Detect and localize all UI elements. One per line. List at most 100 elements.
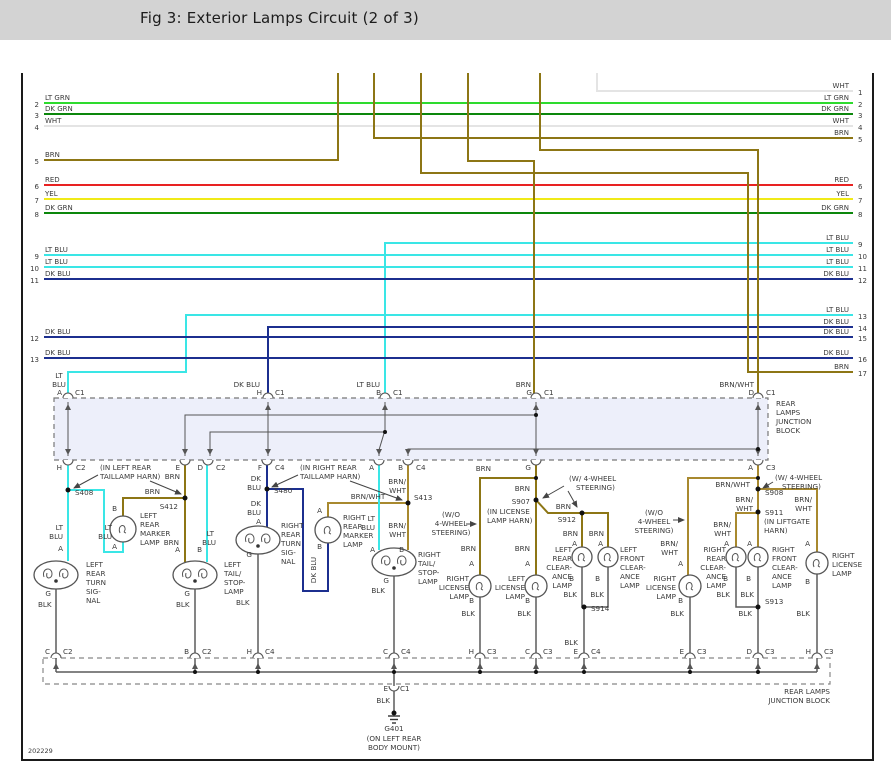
label: BRN/ bbox=[735, 495, 753, 504]
connector-icon bbox=[202, 459, 214, 466]
wire-color-label: YEL bbox=[835, 190, 849, 198]
label: LAMP bbox=[140, 538, 160, 547]
label: A bbox=[112, 542, 117, 551]
connector-icon bbox=[530, 392, 542, 399]
wire-color-label: LT BLU bbox=[45, 258, 68, 266]
label: B bbox=[399, 545, 404, 554]
label: G bbox=[526, 388, 532, 397]
splice-dot bbox=[756, 670, 760, 674]
label: H bbox=[806, 647, 811, 656]
splice-dot bbox=[755, 509, 761, 515]
bulb-filament-icon bbox=[42, 568, 53, 579]
label: BRN bbox=[515, 484, 530, 493]
label: REAR bbox=[707, 554, 726, 563]
label: C3 bbox=[543, 647, 553, 656]
pin-number: 11 bbox=[858, 265, 867, 273]
label: A bbox=[256, 517, 261, 526]
pin-number: 10 bbox=[858, 253, 867, 261]
label: BRN/ bbox=[388, 521, 406, 530]
label: STEERING) bbox=[782, 482, 821, 491]
label: C2 bbox=[76, 463, 86, 472]
label: BRN bbox=[556, 502, 571, 511]
label: FRONT bbox=[620, 554, 645, 563]
wire-color-label: RED bbox=[45, 176, 60, 184]
label: BRN/WHT bbox=[351, 492, 386, 501]
label: A bbox=[369, 463, 374, 472]
label: DK bbox=[251, 499, 262, 508]
splice-dot bbox=[581, 604, 587, 610]
label: STOP- bbox=[224, 578, 246, 587]
arrowhead-icon bbox=[533, 404, 539, 410]
connector-icon bbox=[474, 652, 486, 659]
label: CLEAR- bbox=[700, 563, 726, 572]
wire-color-label: LT BLU bbox=[826, 258, 849, 266]
label: LEFT bbox=[508, 574, 526, 583]
label: C bbox=[525, 647, 530, 656]
label: (ON LEFT REAR bbox=[367, 734, 422, 743]
label: (W/ 4-WHEEL bbox=[569, 474, 616, 483]
label: LAMP bbox=[832, 569, 852, 578]
wire-color-label: RED bbox=[834, 176, 849, 184]
bulb-filament-icon bbox=[118, 525, 127, 534]
label: 202229 bbox=[28, 747, 53, 755]
splice-dot bbox=[256, 670, 260, 674]
label: LEFT bbox=[555, 545, 573, 554]
label: C4 bbox=[401, 647, 411, 656]
arrowhead-icon bbox=[53, 663, 59, 669]
leader-arrow bbox=[542, 485, 565, 499]
wire-color-label: DK GRN bbox=[821, 204, 849, 212]
wire-dk-blu bbox=[267, 488, 329, 592]
arrowhead-icon bbox=[687, 663, 693, 669]
wire-int bbox=[209, 431, 385, 456]
wire-lt-blu-13 bbox=[67, 314, 853, 397]
label: BLK bbox=[564, 638, 578, 647]
right-rear-turn-signal-lamp bbox=[235, 525, 281, 555]
label: C3 bbox=[824, 647, 834, 656]
leader-arrow bbox=[349, 480, 403, 501]
wire-color-label: LT BLU bbox=[826, 234, 849, 242]
label: S413 bbox=[414, 493, 432, 502]
label: C1 bbox=[544, 388, 554, 397]
connector-icon bbox=[261, 459, 273, 466]
label: STEERING) bbox=[635, 526, 674, 535]
wire-color-label: DK GRN bbox=[45, 105, 73, 113]
bulb-filament-icon bbox=[396, 555, 407, 566]
label: ANCE bbox=[706, 572, 726, 581]
bulb-contact-icon bbox=[193, 579, 197, 583]
label: LICENSE bbox=[832, 560, 863, 569]
connector-icon bbox=[62, 392, 74, 399]
label: B bbox=[746, 574, 751, 583]
label: NAL bbox=[281, 557, 295, 566]
label: BLU bbox=[247, 483, 261, 492]
arrowhead-icon bbox=[255, 663, 261, 669]
label: RIGHT bbox=[654, 574, 677, 583]
label: LT bbox=[105, 523, 113, 532]
wire-lt-blu bbox=[68, 489, 124, 553]
label: BLU bbox=[202, 538, 216, 547]
label: C2 bbox=[216, 463, 226, 472]
wire-color-label: BRN bbox=[834, 129, 849, 137]
label: BLK bbox=[38, 600, 52, 609]
wire-color-label: LT BLU bbox=[45, 246, 68, 254]
label: C1 bbox=[400, 684, 410, 693]
splice-dot bbox=[264, 486, 270, 492]
label: LAMP bbox=[343, 540, 363, 549]
label: LEFT bbox=[224, 560, 242, 569]
label: TURN bbox=[280, 539, 301, 548]
label: CLEAR- bbox=[546, 563, 572, 572]
bulb-filament-icon bbox=[244, 533, 255, 544]
label: A bbox=[598, 539, 603, 548]
wire-wht-1 bbox=[596, 73, 853, 92]
label: B bbox=[595, 574, 600, 583]
connector-icon bbox=[402, 459, 414, 466]
wire-color-label: DK BLU bbox=[45, 349, 71, 357]
label: LAMP bbox=[224, 587, 244, 596]
label: BRN/WHT bbox=[715, 480, 750, 489]
label: G401 bbox=[384, 724, 403, 733]
label: LT BLU bbox=[356, 380, 380, 389]
label: LEFT bbox=[140, 511, 158, 520]
right-front-clearance-lamp bbox=[747, 546, 769, 568]
arrowhead-icon bbox=[755, 663, 761, 669]
bulb-filament-icon bbox=[380, 555, 391, 566]
connector-icon bbox=[752, 652, 764, 659]
